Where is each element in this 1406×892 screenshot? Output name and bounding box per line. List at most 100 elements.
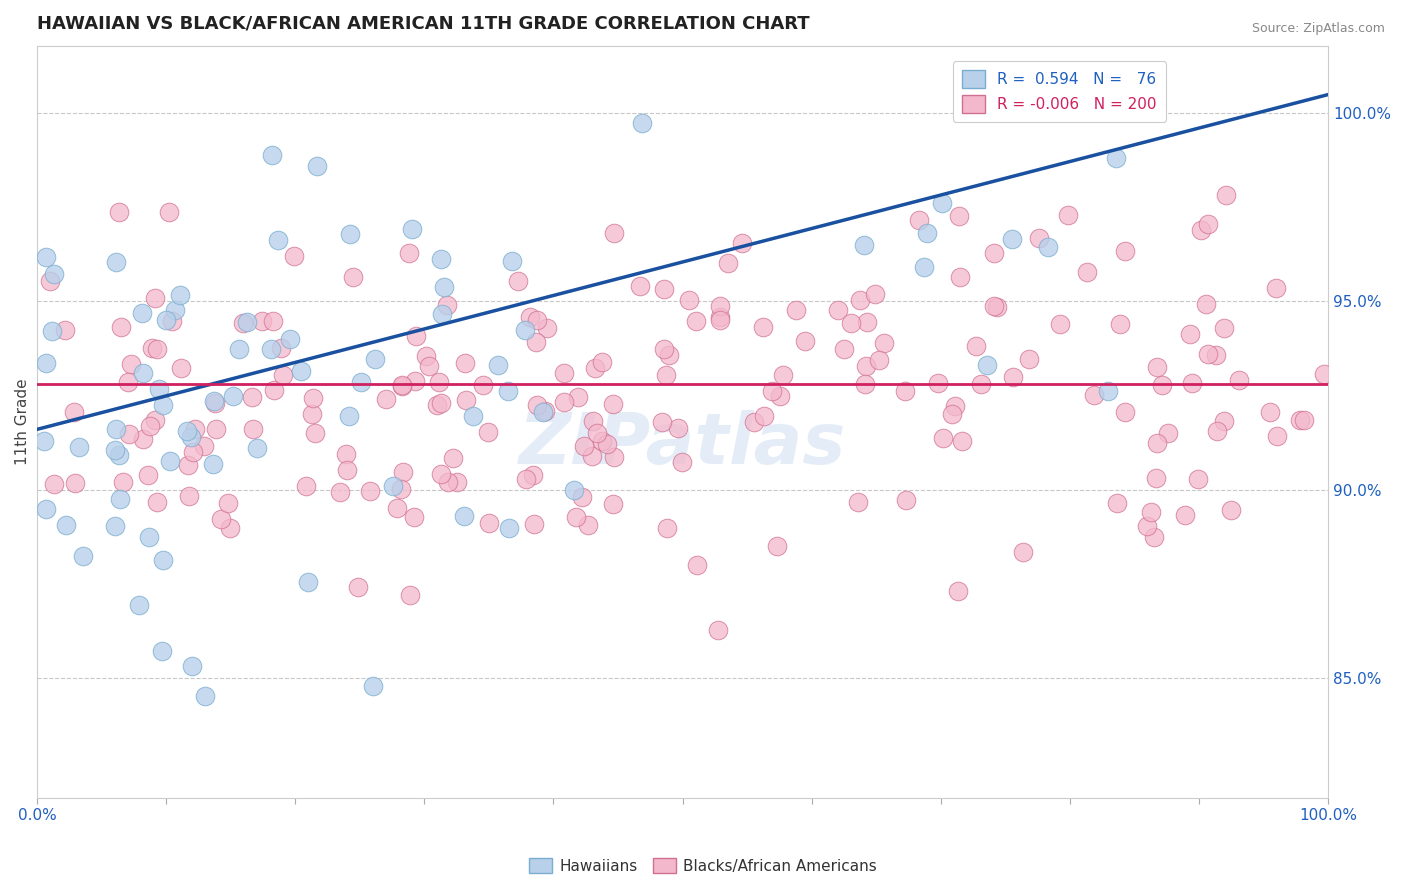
Point: [846, 494, 869, 508]
Point: [531, 405, 554, 419]
Point: [562, 483, 585, 498]
Point: [180, 430, 202, 444]
Point: [55, 518, 77, 533]
Point: [262, 148, 284, 162]
Point: [430, 396, 453, 410]
Point: [339, 227, 361, 241]
Point: [709, 313, 731, 327]
Point: [1264, 281, 1286, 295]
Point: [931, 195, 953, 210]
Point: [766, 540, 789, 554]
Point: [1178, 327, 1201, 342]
Point: [912, 260, 935, 275]
Point: [350, 375, 373, 389]
Point: [678, 293, 700, 307]
Point: [305, 159, 328, 173]
Point: [104, 519, 127, 533]
Point: [1107, 496, 1129, 510]
Point: [717, 255, 740, 269]
Point: [170, 361, 193, 376]
Point: [401, 222, 423, 236]
Point: [297, 575, 319, 590]
Point: [793, 334, 815, 348]
Point: [132, 366, 155, 380]
Legend: Hawaiians, Blacks/African Americans: Hawaiians, Blacks/African Americans: [523, 852, 883, 880]
Point: [392, 466, 415, 480]
Point: [1187, 472, 1209, 486]
Text: ZIPatlas: ZIPatlas: [519, 410, 846, 479]
Point: [430, 252, 453, 267]
Point: [150, 644, 173, 658]
Point: [260, 342, 283, 356]
Point: [454, 356, 477, 370]
Point: [361, 679, 384, 693]
Point: [337, 409, 360, 424]
Point: [522, 467, 544, 482]
Point: [453, 508, 475, 523]
Point: [117, 376, 139, 390]
Point: [1215, 187, 1237, 202]
Point: [591, 355, 613, 369]
Point: [1140, 505, 1163, 519]
Point: [35, 356, 58, 370]
Point: [768, 388, 790, 402]
Point: [839, 316, 862, 330]
Point: [855, 359, 877, 373]
Point: [1114, 405, 1136, 419]
Point: [391, 378, 413, 392]
Point: [946, 583, 969, 598]
Point: [602, 397, 624, 411]
Point: [586, 426, 609, 441]
Point: [1012, 544, 1035, 558]
Point: [145, 495, 167, 509]
Point: [707, 624, 730, 638]
Point: [132, 432, 155, 446]
Point: [1036, 240, 1059, 254]
Point: [143, 291, 166, 305]
Point: [582, 414, 605, 428]
Point: [1212, 320, 1234, 334]
Point: [1146, 436, 1168, 450]
Point: [1108, 317, 1130, 331]
Point: [652, 282, 675, 296]
Point: [596, 437, 619, 451]
Point: [374, 392, 396, 407]
Point: [387, 500, 409, 515]
Point: [398, 588, 420, 602]
Point: [986, 300, 1008, 314]
Point: [128, 598, 150, 612]
Point: [193, 439, 215, 453]
Point: [157, 205, 180, 219]
Point: [250, 314, 273, 328]
Point: [148, 383, 170, 397]
Point: [176, 425, 198, 439]
Point: [526, 398, 548, 412]
Point: [104, 422, 127, 436]
Point: [152, 398, 174, 412]
Point: [108, 448, 131, 462]
Point: [501, 254, 523, 268]
Point: [658, 348, 681, 362]
Point: [508, 274, 530, 288]
Point: [685, 314, 707, 328]
Point: [752, 320, 775, 334]
Point: [194, 690, 217, 704]
Point: [1028, 231, 1050, 245]
Point: [553, 395, 575, 409]
Point: [111, 475, 134, 490]
Point: [1104, 151, 1126, 165]
Point: [657, 521, 679, 535]
Point: [1205, 348, 1227, 362]
Point: [983, 246, 1005, 260]
Point: [1181, 376, 1204, 390]
Point: [863, 287, 886, 301]
Point: [201, 457, 224, 471]
Point: [709, 310, 731, 324]
Text: Source: ZipAtlas.com: Source: ZipAtlas.com: [1251, 22, 1385, 36]
Point: [1018, 351, 1040, 366]
Point: [1197, 217, 1219, 231]
Point: [430, 307, 453, 321]
Point: [402, 510, 425, 524]
Point: [983, 299, 1005, 313]
Point: [110, 491, 132, 506]
